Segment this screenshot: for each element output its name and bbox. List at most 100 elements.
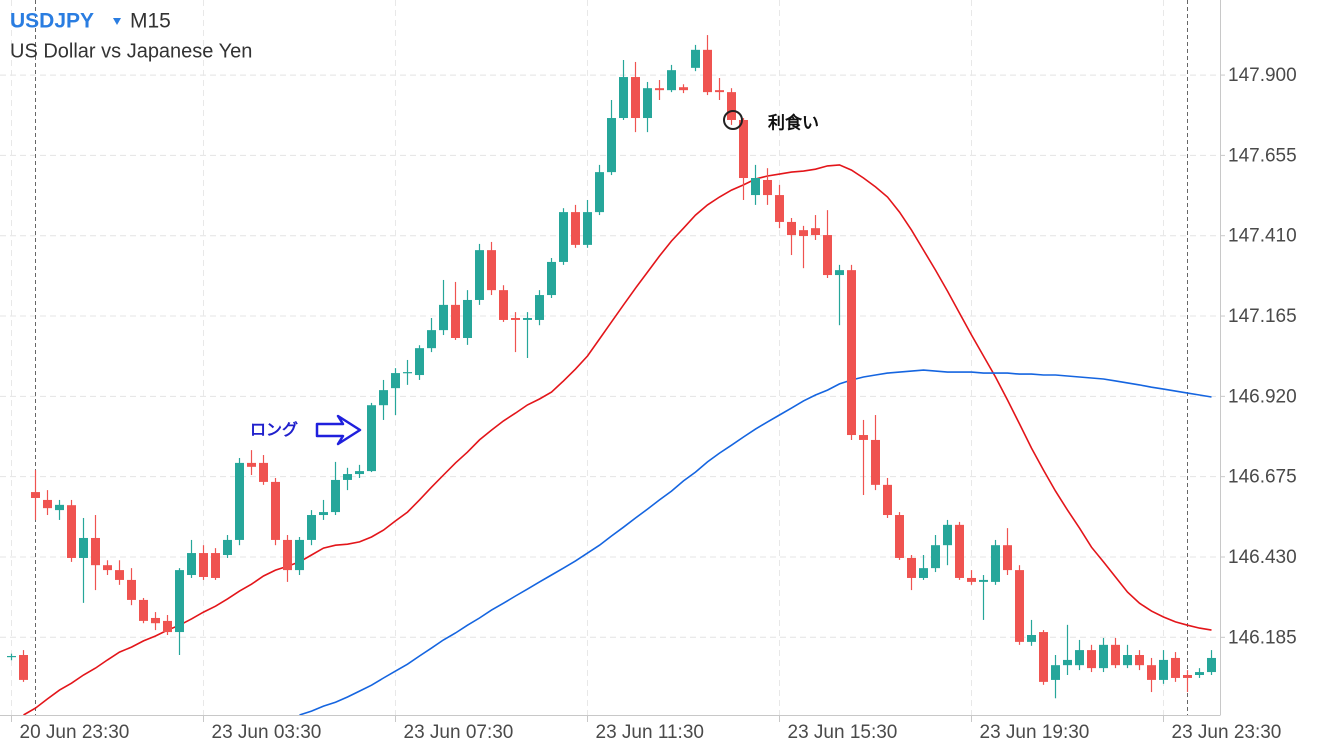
candle-body — [1027, 635, 1036, 642]
subtitle: US Dollar vs Japanese Yen — [10, 40, 252, 62]
candle-body — [127, 579, 136, 600]
y-tick-label: 146.185 — [1228, 627, 1297, 648]
candle-body — [115, 570, 124, 580]
candle-body — [1003, 545, 1012, 571]
candle-body — [559, 212, 568, 262]
candle-body — [415, 348, 424, 376]
candle-body — [703, 49, 712, 93]
candle-body — [475, 250, 484, 300]
candle-body — [751, 178, 760, 196]
candle-body — [943, 524, 952, 546]
candle-body — [667, 70, 676, 91]
candle-body — [523, 317, 532, 320]
symbol[interactable]: USDJPY — [10, 10, 94, 33]
candle-body — [175, 570, 184, 633]
arrow — [315, 414, 362, 446]
candle-body — [631, 77, 640, 119]
candle-body — [7, 655, 16, 658]
candle-body — [1075, 650, 1084, 666]
candle-body — [967, 577, 976, 582]
candle-body — [1135, 655, 1144, 666]
candle-body — [655, 88, 664, 91]
x-tick-label: 23 Jun 07:30 — [404, 722, 514, 743]
y-tick-label: 147.165 — [1228, 306, 1297, 327]
candle-body — [1039, 632, 1048, 682]
candle-body — [775, 195, 784, 222]
candle-body — [739, 119, 748, 179]
candle-body — [403, 372, 412, 374]
candle-body — [439, 304, 448, 331]
candle-body — [451, 304, 460, 338]
candle-body — [355, 471, 364, 475]
candle-body — [1099, 644, 1108, 669]
x-tick-label: 23 Jun 11:30 — [596, 722, 704, 743]
y-tick-label: 146.430 — [1228, 547, 1297, 568]
candle-body — [679, 87, 688, 91]
annotation-long: ロング — [250, 414, 362, 446]
moving-average — [23, 164, 1212, 716]
x-tick-label: 23 Jun 03:30 — [212, 722, 322, 743]
candle-body — [1159, 659, 1168, 680]
candle-body — [103, 565, 112, 571]
candle-body — [91, 537, 100, 566]
annotation-take-profit: 利食い — [723, 110, 819, 132]
candle-body — [163, 620, 172, 633]
y-tick-label: 147.655 — [1228, 145, 1297, 166]
candle-body — [1087, 650, 1096, 669]
candle-body — [427, 330, 436, 349]
candle-body — [883, 484, 892, 516]
header: USDJPY M15 US Dollar vs Japanese Yen — [10, 10, 252, 63]
candle-body — [907, 557, 916, 578]
candle-body — [139, 599, 148, 621]
candle-body — [727, 92, 736, 120]
candle-body — [799, 230, 808, 237]
candle-body — [79, 537, 88, 558]
candle-body — [1123, 655, 1132, 666]
candle-body — [955, 524, 964, 578]
candle-body — [1111, 644, 1120, 666]
candles — [7, 35, 1216, 699]
candle-body — [595, 172, 604, 213]
x-tick-label: 23 Jun 19:30 — [980, 722, 1090, 743]
candle-body — [811, 228, 820, 236]
candle-body — [583, 212, 592, 245]
marker-circle — [723, 110, 743, 130]
candle-body — [151, 617, 160, 624]
candle-body — [271, 481, 280, 540]
candle-body — [499, 290, 508, 320]
candle-body — [223, 539, 232, 556]
candle-body — [931, 545, 940, 569]
candle-body — [379, 390, 388, 406]
candle-body — [859, 435, 868, 440]
candle-body — [331, 479, 340, 513]
candle-body — [367, 405, 376, 472]
candle-body — [871, 439, 880, 485]
candle-body — [979, 579, 988, 582]
grid — [0, 0, 1220, 715]
timeframe[interactable]: M15 — [130, 10, 171, 33]
candle-body — [1195, 672, 1204, 676]
candle-body — [187, 553, 196, 576]
x-tick-label: 23 Jun 15:30 — [788, 722, 898, 743]
moving-average — [299, 369, 1212, 716]
candle-body — [715, 90, 724, 93]
y-tick-label: 147.410 — [1228, 226, 1297, 247]
candle-body — [1171, 657, 1180, 678]
candle-body — [847, 270, 856, 436]
candle-body — [247, 462, 256, 467]
indicator-lines — [23, 164, 1212, 716]
candle-body — [211, 553, 220, 578]
annotation-text: 利食い — [768, 112, 819, 132]
candle-body — [835, 270, 844, 276]
candle-body — [763, 179, 772, 196]
y-tick-label: 146.675 — [1228, 467, 1297, 488]
candle-body — [391, 373, 400, 389]
candle-body — [43, 499, 52, 509]
candle-body — [535, 295, 544, 320]
candle-body — [487, 250, 496, 291]
candle-body — [919, 568, 928, 578]
dropdown-icon[interactable] — [113, 18, 121, 25]
candle-body — [511, 317, 520, 320]
candle-body — [1015, 570, 1024, 642]
